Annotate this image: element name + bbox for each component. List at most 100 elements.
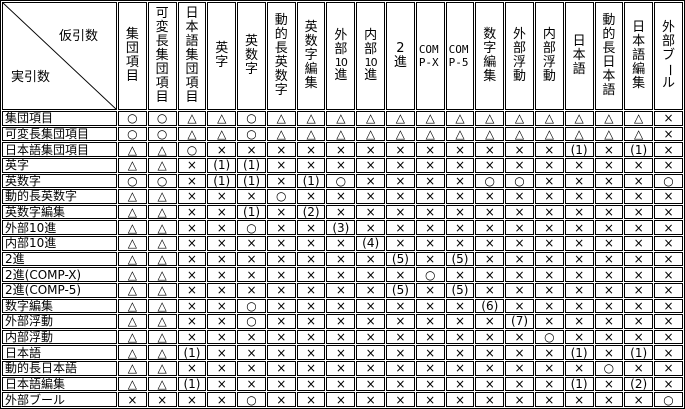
- row-header: 2進: [2, 251, 117, 267]
- matrix-cell: ×: [534, 298, 564, 314]
- matrix-cell: ×: [594, 204, 624, 220]
- column-header-segment: P-5: [448, 56, 469, 69]
- matrix-cell: ○: [534, 329, 564, 345]
- matrix-cell: ×: [207, 314, 237, 329]
- column-header-segment: 字: [245, 62, 259, 77]
- matrix-cell: ×: [415, 189, 445, 204]
- matrix-cell: ×: [207, 251, 237, 267]
- matrix-cell: ×: [564, 361, 594, 376]
- column-header-segment: 編: [483, 55, 497, 70]
- matrix-cell: ×: [475, 204, 505, 220]
- row-header: 外部浮動: [2, 314, 117, 329]
- matrix-cell: ×: [326, 267, 356, 282]
- matrix-cell: ×: [207, 220, 237, 235]
- matrix-cell: ×: [207, 361, 237, 376]
- matrix-cell: ×: [534, 392, 564, 407]
- matrix-cell: ×: [326, 251, 356, 267]
- matrix-cell: ×: [534, 220, 564, 235]
- matrix-cell: △: [147, 314, 177, 329]
- row-header: 内部10進: [2, 236, 117, 251]
- matrix-cell: ×: [654, 157, 683, 173]
- row-header: 2進(COMP-5): [2, 282, 117, 298]
- matrix-cell: ×: [445, 204, 475, 220]
- matrix-cell: ×: [177, 251, 207, 267]
- matrix-cell: ×: [564, 298, 594, 314]
- matrix-cell: ×: [266, 361, 296, 376]
- column-header-segment: 数: [274, 69, 288, 84]
- matrix-cell: ×: [386, 345, 415, 360]
- matrix-cell: ×: [177, 173, 207, 189]
- matrix-cell: ×: [654, 267, 683, 282]
- matrix-cell: ×: [296, 392, 326, 407]
- matrix-cell: ×: [445, 376, 475, 392]
- matrix-cell: ×: [356, 267, 386, 282]
- row-header: 英数字編集: [2, 204, 117, 220]
- matrix-cell: ○: [237, 126, 266, 142]
- matrix-cell: ×: [237, 189, 266, 204]
- column-header-segment: COM: [418, 43, 439, 56]
- matrix-cell: ×: [386, 142, 415, 157]
- matrix-cell: ×: [356, 220, 386, 235]
- matrix-cell: ×: [415, 204, 445, 220]
- matrix-cell: ×: [654, 376, 683, 392]
- matrix-cell: ○: [147, 126, 177, 142]
- column-header-segment: 2: [396, 41, 405, 56]
- matrix-cell: ×: [386, 376, 415, 392]
- matrix-cell: ×: [266, 314, 296, 329]
- column-header-segment: 団: [185, 62, 199, 77]
- matrix-cell: ×: [386, 236, 415, 251]
- matrix-cell: ×: [266, 392, 296, 407]
- matrix-cell: ×: [386, 204, 415, 220]
- table-row: 外部ブール × × × × ○ × × × × × × × × × × × × × ○: [2, 392, 683, 407]
- column-header-segment: 外: [334, 28, 348, 43]
- matrix-cell: △: [147, 204, 177, 220]
- matrix-cell: ×: [266, 251, 296, 267]
- column-header-segment: 語: [185, 34, 199, 49]
- matrix-cell: ×: [564, 282, 594, 298]
- column-header-segment: 長: [274, 41, 288, 56]
- matrix-cell: ×: [266, 236, 296, 251]
- column-header: 日本語: [564, 2, 594, 110]
- column-header: 動的長日本語: [594, 2, 624, 110]
- matrix-cell: ×: [534, 376, 564, 392]
- column-header-segment: 日: [185, 6, 199, 21]
- matrix-cell: ×: [415, 220, 445, 235]
- matrix-cell: ×: [177, 361, 207, 376]
- formal-parameter-label: 仮引数: [58, 29, 98, 44]
- matrix-cell: ×: [266, 142, 296, 157]
- matrix-cell: ×: [177, 392, 207, 407]
- matrix-cell: ×: [177, 267, 207, 282]
- row-header: 英数字: [2, 173, 117, 189]
- matrix-cell: ×: [296, 298, 326, 314]
- matrix-cell: ×: [415, 392, 445, 407]
- matrix-cell: ×: [207, 189, 237, 204]
- matrix-cell: ×: [445, 361, 475, 376]
- matrix-cell: ×: [356, 329, 386, 345]
- matrix-cell: ×: [505, 282, 534, 298]
- column-header-segment: 団: [155, 62, 169, 77]
- column-header-segment: P-X: [418, 56, 439, 69]
- column-header-segment: 部: [334, 42, 348, 57]
- matrix-cell: △: [386, 111, 415, 126]
- matrix-cell: ×: [505, 392, 534, 407]
- matrix-cell: ×: [326, 392, 356, 407]
- column-header: 日本語集団項目: [177, 2, 207, 110]
- matrix-cell: ×: [445, 142, 475, 157]
- column-header-segment: 浮: [542, 55, 556, 70]
- matrix-cell: ×: [445, 345, 475, 360]
- matrix-cell: ○: [147, 173, 177, 189]
- matrix-cell: ×: [207, 204, 237, 220]
- matrix-cell: ×: [177, 204, 207, 220]
- column-header-segment: 動: [513, 69, 527, 84]
- column-header-segment: 日: [632, 20, 646, 35]
- matrix-cell: ×: [654, 111, 683, 126]
- table-row: 内部10進 △ △ × × × × × × (4) × × × × × × × × × ×: [2, 236, 683, 251]
- matrix-cell: ×: [654, 236, 683, 251]
- column-header: 集団項目: [118, 2, 147, 110]
- column-header-segment: COM: [448, 43, 469, 56]
- matrix-cell: ×: [445, 189, 475, 204]
- matrix-cell: △: [147, 236, 177, 251]
- matrix-cell: ×: [326, 189, 356, 204]
- matrix-cell: △: [118, 189, 147, 204]
- matrix-cell: △: [326, 126, 356, 142]
